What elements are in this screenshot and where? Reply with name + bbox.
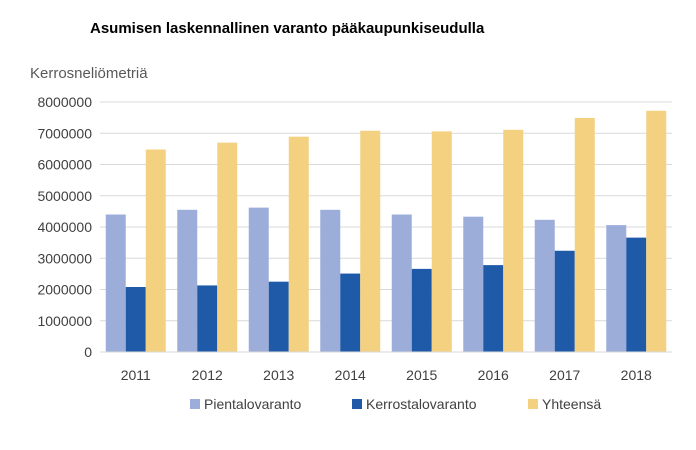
x-tick-label: 2017 <box>549 367 580 383</box>
bar-yhteensä-2018 <box>646 110 667 352</box>
y-axis-label: Kerrosneliömetriä <box>30 65 148 82</box>
bar-kerrostalovaranto-2018 <box>626 237 647 352</box>
bar-pientalovaranto-2012 <box>177 209 198 352</box>
legend-swatch-pientalovaranto <box>190 399 200 409</box>
x-tick-label: 2018 <box>621 367 652 383</box>
y-tick-label: 3000000 <box>37 250 92 266</box>
bar-kerrostalovaranto-2017 <box>554 250 575 352</box>
y-tick-label: 8000000 <box>37 94 92 110</box>
y-tick-label: 1000000 <box>37 313 92 329</box>
y-tick-label: 7000000 <box>37 125 92 141</box>
bar-kerrostalovaranto-2015 <box>411 268 432 352</box>
bar-pientalovaranto-2017 <box>534 219 555 352</box>
bar-kerrostalovaranto-2016 <box>483 265 504 352</box>
bar-yhteensä-2012 <box>217 142 238 352</box>
bar-pientalovaranto-2016 <box>463 216 484 352</box>
legend-label: Yhteensä <box>542 396 601 412</box>
bar-pientalovaranto-2011 <box>105 214 126 352</box>
bar-pientalovaranto-2013 <box>248 207 269 352</box>
bar-yhteensä-2011 <box>145 149 166 352</box>
y-tick-label: 6000000 <box>37 157 92 173</box>
bar-yhteensä-2016 <box>503 129 524 352</box>
bar-kerrostalovaranto-2013 <box>268 281 289 352</box>
x-tick-label: 2011 <box>121 367 151 383</box>
x-tick-label: 2015 <box>406 367 437 383</box>
legend-swatch-yhteensä <box>528 399 538 409</box>
x-tick-label: 2016 <box>478 367 509 383</box>
legend-swatch-kerrostalovaranto <box>352 399 362 409</box>
bar-kerrostalovaranto-2012 <box>197 285 218 352</box>
bar-pientalovaranto-2018 <box>606 225 627 352</box>
legend-label: Kerrostalovaranto <box>366 396 477 412</box>
x-tick-label: 2013 <box>263 367 294 383</box>
y-tick-label: 2000000 <box>37 282 92 298</box>
chart-title: Asumisen laskennallinen varanto pääkaupu… <box>90 20 485 37</box>
bar-pientalovaranto-2014 <box>320 209 341 352</box>
bar-kerrostalovaranto-2014 <box>340 273 361 352</box>
bar-yhteensä-2014 <box>360 130 381 352</box>
legend-label: Pientalovaranto <box>204 396 302 412</box>
bar-yhteensä-2017 <box>574 117 595 352</box>
x-tick-label: 2012 <box>192 367 223 383</box>
y-tick-label: 4000000 <box>37 219 92 235</box>
y-tick-label: 5000000 <box>37 188 92 204</box>
bar-kerrostalovaranto-2011 <box>125 287 146 352</box>
y-tick-label: 0 <box>84 344 92 360</box>
x-tick-label: 2014 <box>335 367 366 383</box>
bar-yhteensä-2013 <box>288 136 309 352</box>
bar-pientalovaranto-2015 <box>391 214 412 352</box>
bar-yhteensä-2015 <box>431 131 452 352</box>
